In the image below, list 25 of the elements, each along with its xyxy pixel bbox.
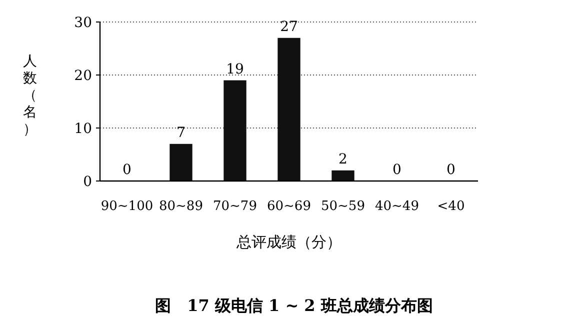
bar — [170, 144, 192, 181]
data-label: 19 — [226, 61, 244, 78]
x-tick-label: 70~79 — [213, 199, 257, 214]
data-label: 2 — [338, 151, 348, 168]
data-label: 7 — [176, 124, 186, 141]
y-axis-title: 人数（名） — [23, 54, 37, 138]
y-tick-label: 10 — [74, 121, 92, 137]
bar — [224, 80, 246, 181]
x-tick-label: 40~49 — [375, 199, 419, 214]
y-tick-label: 0 — [83, 174, 92, 190]
y-tick-label: 20 — [74, 68, 92, 84]
bar — [332, 170, 354, 181]
data-label: 0 — [446, 162, 456, 178]
x-tick-label: <40 — [437, 199, 465, 214]
data-label: 0 — [122, 162, 132, 178]
x-axis-title: 总评成绩（分） — [236, 233, 342, 251]
x-tick-label: 50~59 — [321, 199, 365, 214]
x-tick-label: 60~69 — [267, 199, 311, 214]
y-tick-label: 30 — [74, 15, 92, 31]
x-tick-label: 90~100 — [100, 199, 154, 214]
text: 图 17 级电信 1 ~ 2 班总成绩分布图 — [155, 296, 433, 315]
bar — [278, 38, 300, 181]
x-tick-label: 80~89 — [159, 199, 203, 214]
data-label: 0 — [392, 162, 402, 178]
data-label: 27 — [280, 18, 298, 35]
